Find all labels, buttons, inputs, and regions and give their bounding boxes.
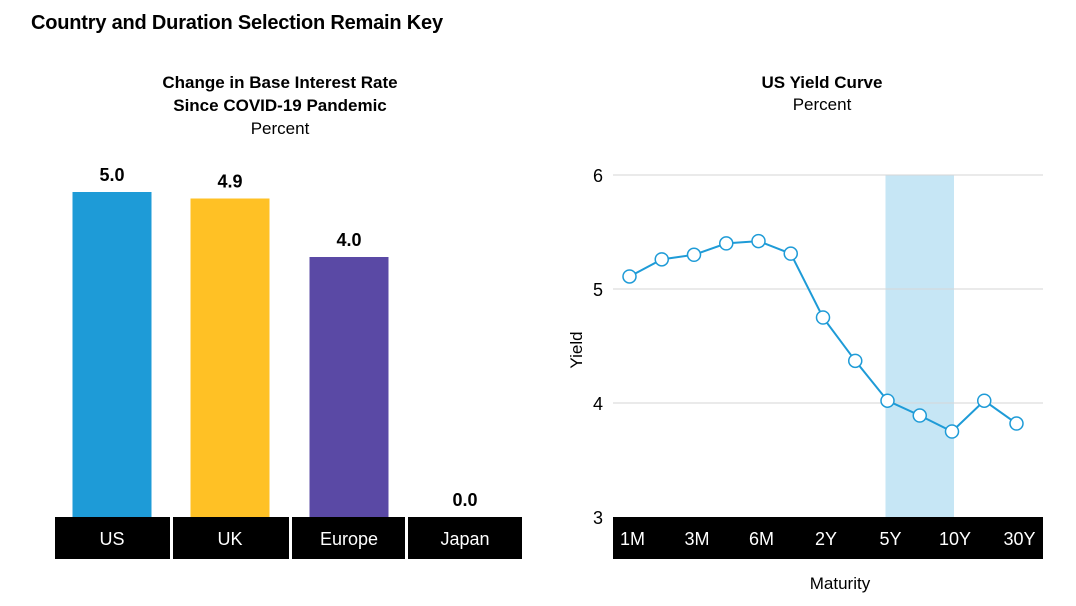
x-tick-label-5y: 5Y xyxy=(879,529,901,549)
yield-point-4 xyxy=(752,235,765,248)
yield-point-12 xyxy=(1010,417,1023,430)
y-tick-label-3: 3 xyxy=(593,508,603,528)
yield-point-1 xyxy=(655,253,668,266)
x-tick-label-3m: 3M xyxy=(684,529,709,549)
yield-point-0 xyxy=(623,270,636,283)
yield-point-7 xyxy=(849,354,862,367)
y-tick-label-5: 5 xyxy=(593,280,603,300)
yield-point-10 xyxy=(946,425,959,438)
yield-point-2 xyxy=(688,248,701,261)
x-axis-title: Maturity xyxy=(810,574,871,593)
y-axis-title: Yield xyxy=(567,331,586,368)
line-chart: 3 4 5 6 1M 3M 6M 2Y 5Y 10Y 30Y Maturity Yield xyxy=(0,0,1076,606)
x-tick-label-30y: 30Y xyxy=(1003,529,1035,549)
highlight-band-5y-10y xyxy=(886,175,955,517)
y-tick-label-4: 4 xyxy=(593,394,603,414)
x-tick-label-10y: 10Y xyxy=(939,529,971,549)
x-tick-label-6m: 6M xyxy=(749,529,774,549)
yield-point-9 xyxy=(913,409,926,422)
y-tick-label-6: 6 xyxy=(593,166,603,186)
yield-point-5 xyxy=(784,247,797,260)
yield-point-11 xyxy=(978,394,991,407)
x-tick-label-1m: 1M xyxy=(620,529,645,549)
yield-point-6 xyxy=(817,311,830,324)
yield-point-3 xyxy=(720,237,733,250)
yield-point-8 xyxy=(881,394,894,407)
x-tick-label-2y: 2Y xyxy=(815,529,837,549)
